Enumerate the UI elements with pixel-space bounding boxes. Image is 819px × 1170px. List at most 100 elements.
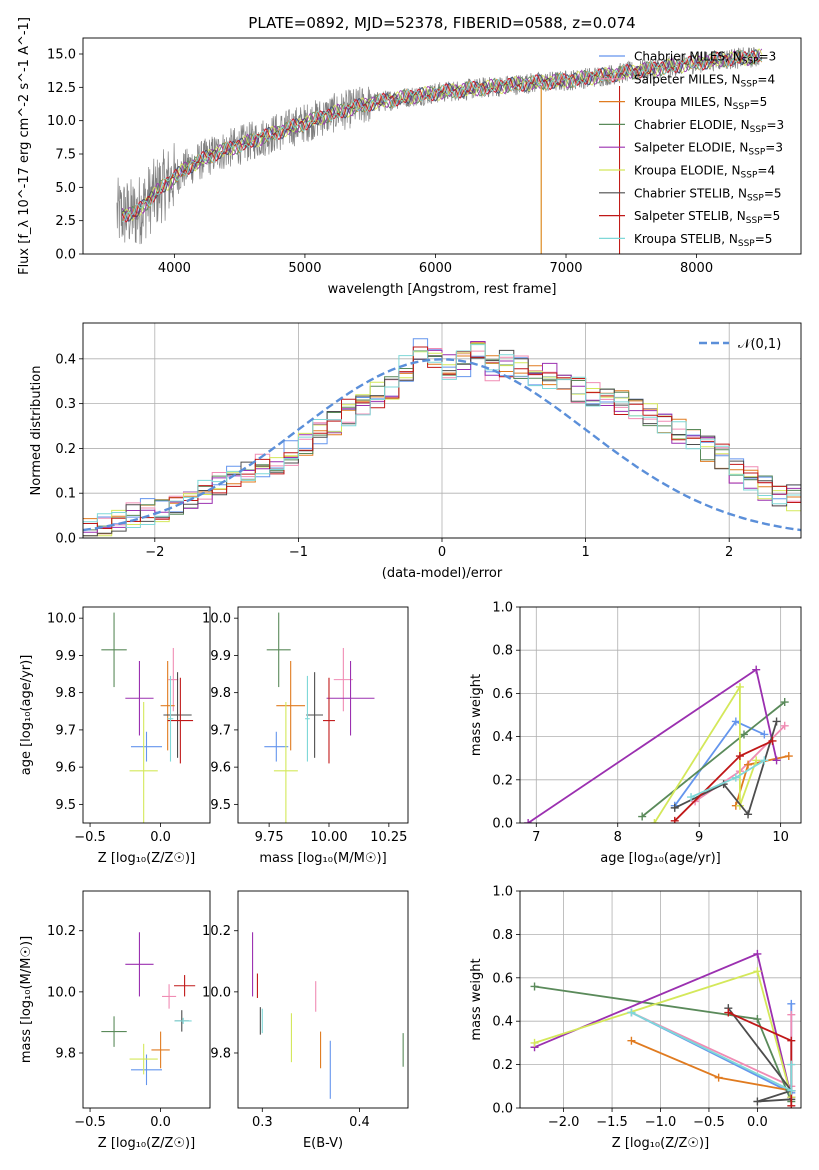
x-axis-label: Z [log₁₀(Z/Z☉)] [98, 1136, 195, 1151]
x-axis-label: Z [log₁₀(Z/Z☉)] [98, 851, 195, 866]
legend-entry: Salpeter STELIB, NSSP=5 [634, 209, 780, 226]
weight-marker [787, 1101, 796, 1108]
y-tick-label: 2.5 [55, 214, 76, 229]
panel-5: −0.5 0.0 9.8 10.0 10.2 Z [log₁₀(Z/Z☉)] mass [l… [19, 890, 211, 1151]
weight-marker [760, 756, 769, 765]
weight-marker [787, 1086, 796, 1095]
y-tick-label: 10.0 [202, 612, 231, 627]
weight-marker [627, 1036, 636, 1045]
model-spectrum [122, 50, 763, 223]
weight-marker [752, 665, 761, 674]
x-axis-label: mass [log₁₀(M/M☉)] [259, 851, 386, 866]
weight-marker [780, 721, 789, 730]
x-tick-label: 0.0 [747, 1115, 768, 1130]
y-axis-label: age [log₁₀(age/yr)] [19, 655, 34, 776]
weight-marker [650, 819, 659, 823]
x-tick-label: 0.0 [150, 830, 171, 845]
y-tick-label: 9.5 [210, 798, 231, 813]
data-point [125, 932, 154, 997]
data-point [276, 661, 306, 751]
x-tick-label: 2 [725, 545, 733, 560]
weight-marker [687, 793, 696, 802]
panel-1: −2 −1 0 1 2 0.0 0.1 0.2 0.3 0.4 (data-model)/error… [29, 322, 802, 581]
legend-tail: =5 [764, 186, 782, 200]
y-tick-label: 0.4 [492, 1015, 513, 1030]
x-tick-label: 4000 [158, 261, 191, 276]
y-tick-label: 0.1 [55, 487, 76, 502]
y-tick-label: 9.6 [210, 761, 231, 776]
y-tick-label: 0.0 [492, 817, 513, 832]
panel-4: 7 8 9 10 0.0 0.2 0.4 0.6 0.8 1.0 age [log₁₀(age/yr… [469, 601, 802, 866]
y-tick-label: 5.0 [55, 181, 76, 196]
x-tick-label: 6000 [419, 261, 452, 276]
legend-label: Chabrier MILES, N [634, 50, 742, 64]
axes-frame [82, 37, 802, 255]
x-tick-label: 0.4 [349, 1115, 370, 1130]
y-tick-label: 9.5 [55, 798, 76, 813]
weight-marker [780, 698, 789, 707]
weight-series [727, 1007, 793, 1103]
legend-label: Kroupa ELODIE, N [634, 164, 741, 178]
plot-area [264, 612, 375, 823]
weight-marker [524, 819, 533, 823]
data-point [273, 701, 298, 823]
y-tick-label: 0.0 [492, 1102, 513, 1117]
x-tick-label: −1.0 [645, 1115, 677, 1130]
weight-marker [731, 773, 740, 782]
x-axis-label: age [log₁₀(age/yr)] [600, 851, 721, 866]
legend-entry: Chabrier STELIB, NSSP=5 [634, 186, 782, 203]
x-tick-label: 5000 [288, 261, 321, 276]
weight-marker [768, 736, 777, 745]
weight-marker [753, 1097, 762, 1106]
weight-marker [735, 682, 744, 691]
weight-series [641, 701, 786, 818]
weight-marker [724, 1008, 733, 1017]
legend-label: Salpeter ELODIE, N [634, 141, 748, 155]
axes-frame [82, 890, 211, 1109]
x-tick-label: 10.25 [370, 830, 407, 845]
y-tick-label: 15.0 [47, 48, 76, 63]
legend-tail: =4 [757, 72, 775, 86]
x-tick-label: 7 [532, 830, 540, 845]
data-point [160, 661, 175, 751]
y-tick-label: 0.3 [55, 397, 76, 412]
legend-tail: =4 [757, 164, 775, 178]
legend-entry: Chabrier ELODIE, NSSP=3 [634, 118, 784, 135]
legend-tail: =5 [750, 95, 768, 109]
weight-marker [744, 810, 753, 819]
plot-area [530, 949, 796, 1108]
y-tick-label: 0.4 [55, 352, 76, 367]
legend-tail: =5 [755, 232, 773, 246]
weight-marker [670, 803, 679, 812]
y-tick-label: 10.0 [202, 985, 231, 1000]
legend-entry: Kroupa ELODIE, NSSP=4 [634, 164, 775, 181]
y-tick-label: 0.0 [55, 532, 76, 547]
legend-entry: Chabrier MILES, NSSP=3 [634, 50, 776, 67]
weight-marker [638, 812, 647, 821]
panel-6: 0.3 0.4 9.8 10.0 10.2 E(B-V) [202, 890, 409, 1151]
x-tick-label: −2 [145, 545, 164, 560]
y-tick-label: 0.6 [492, 687, 513, 702]
legend-label: Salpeter MILES, N [634, 72, 741, 86]
y-axis-label: mass weight [469, 674, 484, 756]
y-tick-label: 1.0 [492, 601, 513, 616]
data-point [333, 647, 353, 712]
data-point [101, 612, 127, 688]
y-tick-label: 9.9 [55, 649, 76, 664]
y-tick-label: 0.2 [55, 442, 76, 457]
legend-sub: SSP [741, 171, 758, 181]
y-tick-label: 9.6 [55, 761, 76, 776]
data-point [306, 672, 323, 758]
plot-area [524, 665, 793, 823]
y-tick-label: 10.2 [47, 924, 76, 939]
y-tick-label: 10.0 [47, 114, 76, 129]
data-point [167, 677, 194, 764]
x-axis-label: (data-model)/error [382, 566, 503, 581]
y-tick-label: 7.5 [55, 148, 76, 163]
y-tick-label: 10.0 [47, 612, 76, 627]
legend-label: Chabrier ELODIE, N [634, 118, 750, 132]
panel-7: −2.0 −1.5 −1.0 −0.5 0.0 0.0 0.2 0.4 0.6 0.8 1.0 Z [… [469, 885, 802, 1151]
legend-sub: SSP [742, 57, 759, 67]
x-tick-label: 9 [695, 830, 703, 845]
axes-frame [237, 890, 409, 1109]
